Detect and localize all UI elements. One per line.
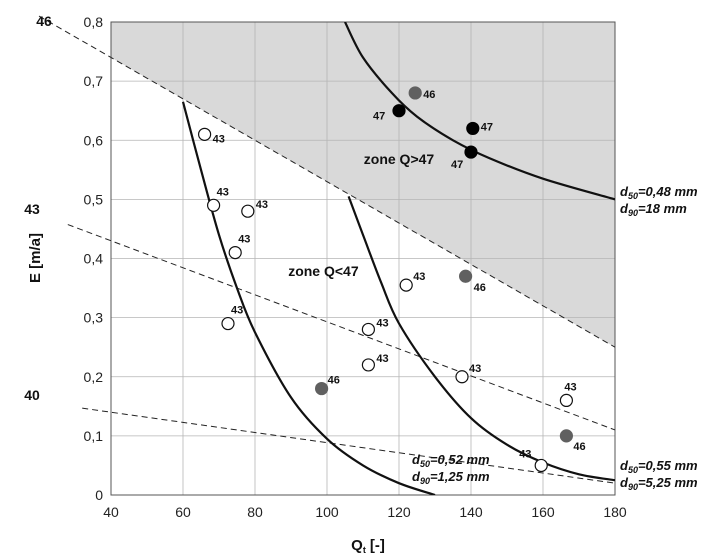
dashed-line-label: 46 <box>36 13 52 29</box>
shaded-area <box>111 22 615 348</box>
y-axis-label: E [m/a] <box>27 233 44 283</box>
point-label: 43 <box>519 448 531 460</box>
point-open <box>221 316 235 331</box>
point-open <box>198 127 212 141</box>
x-axis-label: Qt [-] <box>351 537 385 555</box>
point-label: 46 <box>573 441 585 453</box>
point-open <box>241 204 255 218</box>
shaded-region <box>111 22 615 348</box>
x-tick-label: 40 <box>103 504 119 520</box>
curve-label: d90=18 mm <box>620 201 687 218</box>
curve-label: d50=0,55 mm <box>620 458 698 475</box>
curve-label: d50=0,48 mm <box>620 184 698 201</box>
point-label: 46 <box>474 282 486 294</box>
point-label: 47 <box>481 121 493 133</box>
curve-label: d50=0,52 mm <box>412 452 490 469</box>
dashed-line-label: 43 <box>24 201 40 217</box>
point-open <box>207 198 221 212</box>
curve-2 <box>181 101 436 495</box>
point-black <box>392 104 406 118</box>
data-points: 43 43 43 43 43 43 43 43 43 43 43 46 46 46 46 47 47 47 <box>198 86 586 473</box>
y-tick-label: 0,5 <box>84 191 104 207</box>
y-tick-label: 0,2 <box>84 369 104 385</box>
y-tick-label: 0,3 <box>84 310 104 326</box>
point-open <box>455 370 469 384</box>
y-tick-label: 0,7 <box>84 73 104 89</box>
point-black <box>466 121 480 136</box>
point-label: 46 <box>423 89 435 101</box>
x-tick-label: 60 <box>175 504 191 520</box>
point-label: 43 <box>217 186 229 198</box>
dashed-line-43 <box>67 224 616 431</box>
dashed-lines <box>38 15 616 484</box>
point-label: 47 <box>373 111 385 123</box>
y-tick-label: 0 <box>95 487 103 503</box>
y-tick-label: 0,4 <box>84 251 104 267</box>
dashed-line-40 <box>82 407 616 484</box>
point-label: 43 <box>564 381 576 393</box>
point-grey <box>459 269 473 283</box>
x-tick-label: 80 <box>247 504 263 520</box>
point-open <box>361 322 375 337</box>
y-tick-label: 0,6 <box>84 132 104 148</box>
tick-labels: 40 60 80 100 120 140 160 180 0 0,1 0,2 0,3 0,4 0,5 0,6… <box>84 14 627 520</box>
point-grey <box>408 86 422 100</box>
curve-1 <box>344 22 615 201</box>
x-tick-label: 100 <box>315 504 339 520</box>
point-grey <box>315 381 329 396</box>
dashed-line-46 <box>38 15 616 348</box>
point-label: 43 <box>376 353 388 365</box>
point-open <box>361 358 375 372</box>
point-label: 43 <box>376 317 388 329</box>
point-open <box>399 278 413 292</box>
point-open <box>228 245 242 260</box>
x-axis-label-main: Q <box>351 537 363 554</box>
curve-3 <box>347 196 615 482</box>
point-open <box>559 393 574 407</box>
curves <box>181 22 615 495</box>
x-axis-label-sub: t <box>363 545 366 555</box>
dashed-line-label: 40 <box>24 387 40 403</box>
point-label: 43 <box>231 305 243 317</box>
curve-label: d90=1,25 mm <box>412 469 490 486</box>
x-tick-label: 160 <box>531 504 555 520</box>
point-label: 43 <box>413 271 425 283</box>
x-tick-label: 120 <box>387 504 411 520</box>
curve-label: d90=5,25 mm <box>620 475 698 492</box>
point-label: 43 <box>469 363 481 375</box>
point-black <box>464 145 478 159</box>
x-tick-label: 140 <box>459 504 483 520</box>
point-label: 47 <box>451 159 463 171</box>
point-open <box>534 458 548 473</box>
point-label: 43 <box>213 133 225 145</box>
y-tick-label: 0,8 <box>84 14 104 30</box>
point-label: 43 <box>256 199 268 211</box>
point-label: 46 <box>328 375 340 387</box>
point-grey <box>559 429 574 443</box>
x-axis-label-unit: [-] <box>370 537 385 554</box>
zone-label: zone Q<47 <box>288 263 359 279</box>
plot-frame <box>110 21 616 496</box>
x-tick-label: 180 <box>603 504 627 520</box>
point-label: 43 <box>238 234 250 246</box>
zone-label: zone Q>47 <box>364 151 435 167</box>
y-tick-label: 0,1 <box>84 428 104 444</box>
